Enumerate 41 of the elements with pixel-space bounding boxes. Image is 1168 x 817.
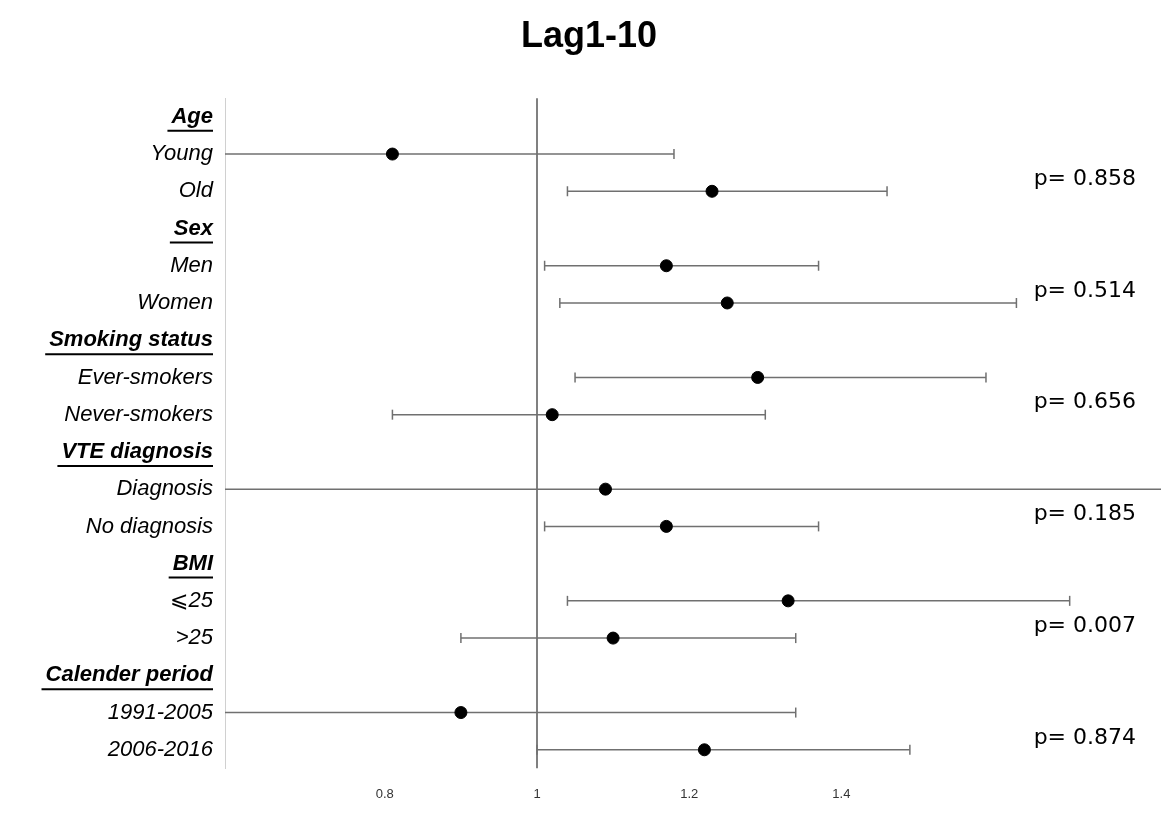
annotation: p= 0.858	[1033, 165, 1136, 190]
y-tick-label: Women	[137, 289, 213, 315]
x-tick-label: 1	[533, 785, 541, 801]
annotation: p= 0.656	[1033, 388, 1136, 414]
annotation: p= 0.007	[1033, 611, 1136, 637]
y-tick-label: Diagnosis	[116, 475, 213, 501]
point	[720, 296, 734, 310]
y-tick-label: >25	[175, 624, 214, 650]
point	[705, 184, 719, 198]
point	[598, 482, 612, 496]
y-tick-label: 2006-2016	[106, 735, 214, 761]
point	[659, 259, 673, 273]
y-tick-label: Sex	[173, 214, 214, 240]
y-tick-label: Ever-smokers	[77, 363, 213, 389]
y-tick-label: Old	[178, 177, 214, 203]
x-tick-label: 0.8	[375, 785, 394, 801]
y-tick-label: 1991-2005	[107, 698, 214, 724]
point	[454, 706, 468, 720]
point	[781, 594, 795, 608]
y-tick-label: ⩽25	[170, 586, 214, 612]
y-tick-label: VTE diagnosis	[61, 437, 213, 463]
x-tick-label: 1.2	[680, 785, 699, 801]
point	[697, 743, 711, 757]
y-tick-label: Young	[150, 140, 214, 166]
x-tick-label: 1.4	[832, 785, 851, 801]
y-tick-label: Age	[170, 102, 213, 128]
point	[545, 408, 559, 422]
y-tick-label: No diagnosis	[85, 512, 213, 538]
chart-title: Lag1-10	[520, 13, 658, 55]
y-tick-label: Calender period	[45, 661, 214, 687]
point	[659, 519, 673, 533]
point	[751, 370, 765, 384]
annotation: p= 0.514	[1033, 276, 1136, 302]
y-tick-label: Smoking status	[49, 326, 213, 352]
y-tick-label: BMI	[172, 549, 214, 575]
y-tick-label: Men	[170, 251, 213, 277]
point	[606, 631, 620, 645]
y-tick-label: Never-smokers	[64, 400, 213, 426]
annotation: p= 0.185	[1033, 500, 1136, 526]
annotation: p= 0.874	[1033, 723, 1136, 749]
point	[385, 147, 399, 161]
